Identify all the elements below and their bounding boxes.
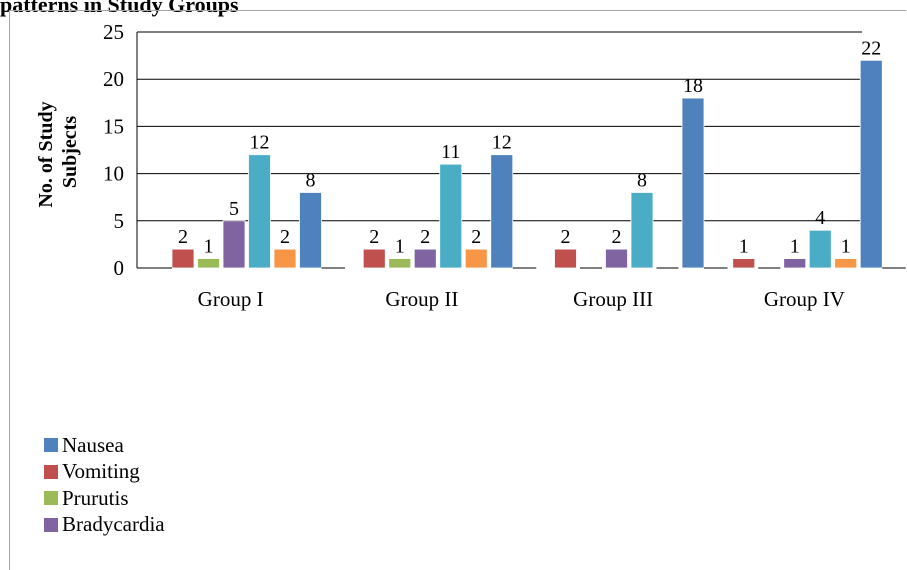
category-label: Group IV	[764, 287, 845, 311]
y-tick-label: 10	[103, 162, 124, 186]
bar	[490, 154, 514, 269]
legend-item: Bradycardia	[44, 512, 165, 539]
data-label: 2	[280, 226, 290, 248]
legend-label: Vomiting	[62, 459, 140, 484]
bar	[783, 258, 807, 269]
y-tick-label: 5	[114, 209, 125, 233]
bar	[630, 192, 654, 269]
bar	[834, 258, 858, 269]
figure-heading: patterns in Study Groups	[0, 0, 239, 17]
bar	[681, 97, 705, 269]
bar	[605, 248, 628, 269]
bar	[362, 248, 386, 269]
y-axis-title-line-1: No. of Study	[35, 101, 57, 207]
data-label: 8	[306, 169, 316, 191]
data-label: 1	[841, 236, 851, 258]
data-label: 1	[739, 236, 749, 258]
bar	[732, 258, 756, 269]
data-label: 18	[683, 75, 703, 97]
data-label: 2	[178, 226, 188, 248]
data-label: 12	[492, 132, 512, 154]
y-tick-label: 0	[114, 256, 125, 280]
bar	[388, 258, 412, 269]
bar	[808, 229, 832, 269]
legend-item: Prurutis	[44, 485, 165, 512]
category-label: Group I	[198, 287, 264, 311]
y-tick-labels: 0 5 10 15 20 25	[103, 20, 124, 280]
data-label: 11	[441, 141, 460, 163]
data-label: 8	[637, 169, 647, 191]
bar	[859, 59, 883, 269]
legend-label: Bradycardia	[62, 512, 165, 537]
y-axis-title: No. of Study Subjects	[35, 96, 81, 207]
bar	[171, 248, 195, 269]
data-label: 1	[204, 236, 214, 258]
chart-frame	[9, 10, 906, 570]
legend-item: Vomiting	[44, 459, 165, 486]
y-axis-title-line-2: Subjects	[59, 116, 81, 188]
legend: Nausea Vomiting Prurutis Bradycardia	[44, 432, 165, 538]
y-tick-label: 25	[103, 20, 124, 44]
data-label: 5	[229, 198, 239, 220]
legend-swatch	[44, 517, 58, 532]
bars	[137, 59, 906, 269]
data-label: 22	[861, 37, 881, 59]
data-label: 2	[471, 226, 481, 248]
category-labels: Group I Group II Group III Group IV	[198, 287, 845, 311]
legend-item: Nausea	[44, 432, 165, 459]
bar	[197, 258, 220, 269]
category-label: Group III	[573, 287, 653, 311]
data-label: 1	[395, 236, 405, 258]
bar	[273, 248, 297, 269]
bar	[222, 220, 246, 269]
legend-label: Nausea	[62, 432, 124, 457]
data-label: 2	[561, 226, 571, 248]
data-label: 2	[420, 226, 430, 248]
legend-swatch	[44, 464, 58, 479]
legend-label: Prurutis	[62, 485, 129, 510]
category-label: Group II	[385, 287, 458, 311]
y-tick-label: 15	[103, 114, 124, 138]
y-tick-label: 20	[103, 67, 124, 91]
legend-swatch	[44, 438, 58, 453]
data-label: 12	[250, 132, 270, 154]
bar	[439, 163, 463, 269]
bar	[554, 248, 577, 269]
data-label: 2	[369, 226, 379, 248]
bar	[248, 154, 271, 269]
data-label: 1	[790, 236, 800, 258]
data-label: 2	[612, 226, 622, 248]
data-label: 4	[815, 207, 825, 229]
legend-swatch	[44, 491, 58, 506]
bar	[413, 248, 437, 269]
bar	[464, 248, 488, 269]
bar	[299, 192, 322, 269]
